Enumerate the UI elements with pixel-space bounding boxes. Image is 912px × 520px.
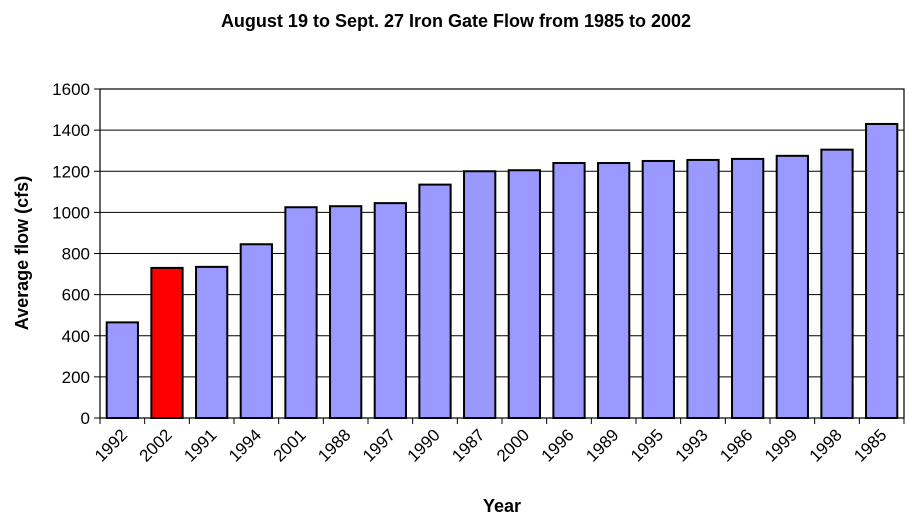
x-tick-label: 1994 xyxy=(225,425,265,465)
x-tick-label: 1992 xyxy=(91,425,131,465)
bar-1988 xyxy=(329,205,363,419)
y-tick-label: 1600 xyxy=(52,80,90,99)
y-tick-label: 0 xyxy=(81,409,90,428)
x-tick-label: 1989 xyxy=(582,425,622,465)
x-tick-label: 2000 xyxy=(493,425,533,465)
y-tick-label: 1200 xyxy=(52,162,90,181)
y-tick-label: 800 xyxy=(62,245,90,264)
bar-1985 xyxy=(865,122,899,420)
y-tick-label: 1000 xyxy=(52,203,90,222)
bar-1997 xyxy=(373,202,407,419)
x-tick-label: 1991 xyxy=(180,425,220,465)
bar-2001 xyxy=(284,206,318,419)
x-tick-label: 1990 xyxy=(404,425,444,465)
axes xyxy=(94,88,905,424)
y-tick-label: 400 xyxy=(62,327,90,346)
gridlines xyxy=(100,88,904,378)
x-tick-label: 1985 xyxy=(850,425,890,465)
x-tick-label: 1999 xyxy=(761,425,801,465)
x-tick-label: 1995 xyxy=(627,425,667,465)
x-tick-label: 2001 xyxy=(270,425,310,465)
bar-1999 xyxy=(775,154,809,419)
x-tick-label: 2002 xyxy=(136,425,176,465)
x-tick-label: 1997 xyxy=(359,425,399,465)
y-axis-label: Average flow (cfs) xyxy=(12,176,32,330)
bar-1998 xyxy=(820,148,854,420)
bar-1991 xyxy=(195,265,229,419)
bar-1996 xyxy=(552,162,586,419)
bar-2000 xyxy=(507,169,541,419)
bar-1995 xyxy=(641,159,675,419)
bar-1990 xyxy=(418,183,452,419)
chart-title: August 19 to Sept. 27 Iron Gate Flow fro… xyxy=(221,11,691,31)
x-tick-label: 1998 xyxy=(806,425,846,465)
x-tick-labels: 1992 2002 1991 1994 2001 1988 1997 1990 1987 2000… xyxy=(91,425,891,465)
y-tick-label: 200 xyxy=(62,368,90,387)
bar-1994 xyxy=(239,243,273,419)
bar-2002 xyxy=(150,266,184,419)
bars xyxy=(105,122,899,420)
y-tick-label: 600 xyxy=(62,286,90,305)
bar-1986 xyxy=(731,157,765,419)
bar-1989 xyxy=(597,162,631,419)
bar-1993 xyxy=(686,158,720,420)
y-tick-label: 1400 xyxy=(52,121,90,140)
x-tick-label: 1988 xyxy=(314,425,354,465)
x-tick-label: 1993 xyxy=(672,425,712,465)
bar-1992 xyxy=(105,321,139,419)
x-tick-label: 1987 xyxy=(448,425,488,465)
bar-1987 xyxy=(463,170,497,419)
x-axis-label: Year xyxy=(483,496,521,516)
y-tick-labels: 0 200 400 600 800 1000 1200 1400 1600 xyxy=(52,80,90,428)
x-tick-label: 1986 xyxy=(716,425,756,465)
x-tick-label: 1996 xyxy=(538,425,578,465)
